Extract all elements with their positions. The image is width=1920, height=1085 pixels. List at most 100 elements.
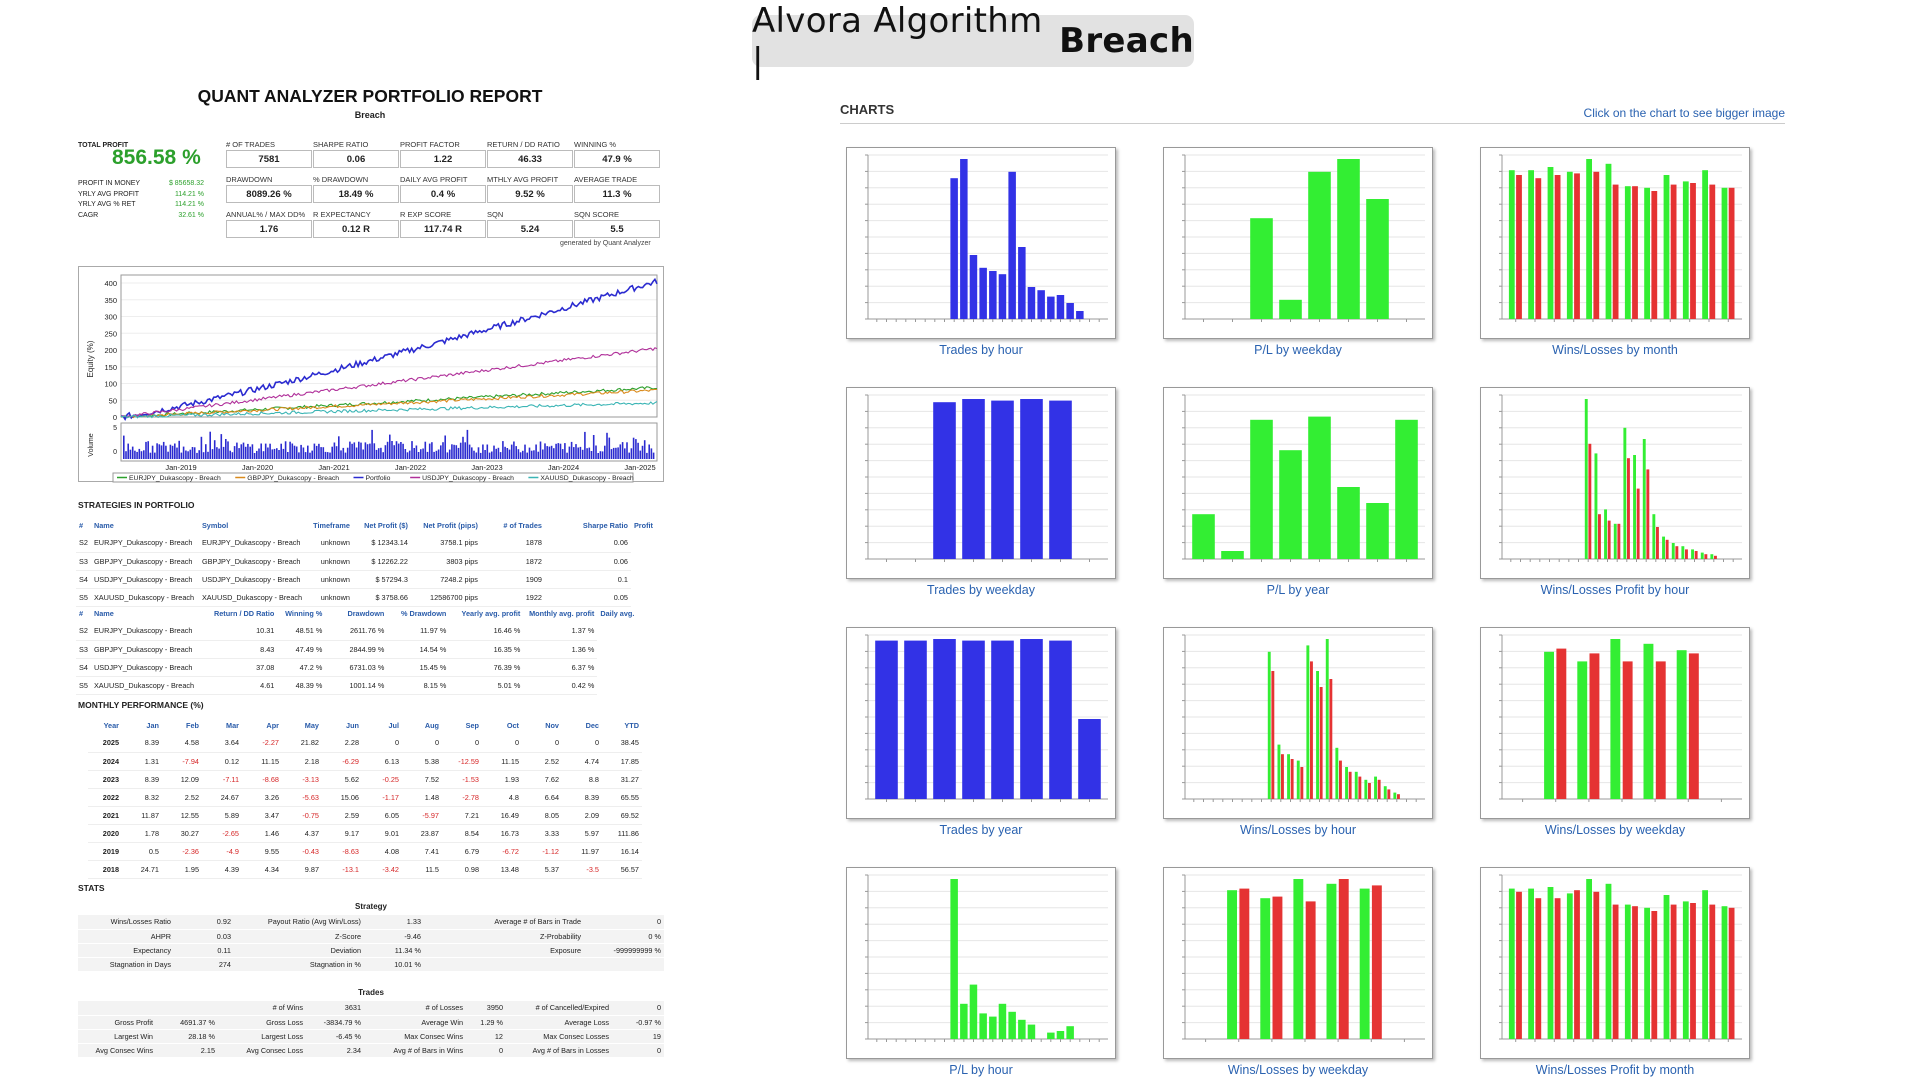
table-cell: unknown — [306, 534, 353, 553]
metric-label: % DRAWDOWN — [313, 175, 369, 184]
chart-caption[interactable]: Wins/Losses by weekday — [1227, 1063, 1369, 1077]
volume-bar — [289, 441, 291, 459]
table-cell: 2.09 — [562, 806, 602, 825]
volume-bar — [637, 442, 639, 459]
mini-bar-loss — [1632, 186, 1638, 319]
mini-bar — [979, 1013, 987, 1039]
left-stat-label: YRLY AVG PROFIT — [78, 190, 140, 198]
table-cell: -5.63 — [282, 788, 322, 807]
metric-box: RETURN / DD RATIO 46.33 — [487, 140, 573, 168]
charts-hint-link[interactable]: Click on the chart to see bigger image — [1583, 106, 1785, 120]
volume-bar — [484, 450, 486, 459]
volume-bar — [247, 443, 249, 459]
mini-bar — [1047, 296, 1055, 319]
equity-chart[interactable]: 400 350 300 250 200 150 100 50 0 Equity (%) Volume… — [78, 266, 664, 483]
table-cell: 9.55 — [242, 842, 282, 861]
chart-caption[interactable]: Wins/Losses by month — [1552, 343, 1678, 357]
table-cell: 4.34 — [242, 860, 282, 879]
metric-label: AVERAGE TRADE — [574, 175, 638, 184]
volume-bar — [451, 444, 453, 459]
mini-bar-loss — [1371, 885, 1382, 1039]
mini-bar-win — [1671, 543, 1675, 559]
volume-bar — [360, 442, 362, 459]
table-cell: 65.55 — [602, 788, 642, 807]
legend-label: EURJPY_Dukascopy - Breach — [129, 475, 221, 482]
metric-value: 7581 — [226, 150, 312, 168]
chart-tile[interactable]: Wins/Losses Profit by hour — [1480, 387, 1750, 605]
portfolio-report: QUANT ANALYZER PORTFOLIO REPORT Breach T… — [0, 80, 680, 1080]
mini-bar-loss — [1709, 904, 1716, 1039]
metric-value: 0.4 % — [400, 185, 486, 203]
mini-bar-loss — [1655, 661, 1666, 799]
table-cell: Wins/Losses Ratio — [78, 915, 174, 930]
chart-tile[interactable]: P/L by year — [1163, 387, 1433, 605]
chart-tile[interactable]: Wins/Losses by hour — [1163, 627, 1433, 845]
chart-tile[interactable]: Wins/Losses by weekday — [1163, 867, 1433, 1085]
table-cell: -2.27 — [242, 734, 282, 753]
mini-bar-win — [1710, 554, 1714, 559]
volume-bar — [167, 451, 169, 459]
charts-divider — [840, 123, 1785, 124]
metric-value: 1.76 — [226, 220, 312, 238]
volume-bar — [553, 448, 555, 459]
chart-caption[interactable]: Wins/Losses Profit by hour — [1540, 583, 1690, 597]
volume-bar — [174, 443, 176, 459]
table-cell: 6.79 — [442, 842, 482, 861]
table-cell — [78, 1001, 156, 1016]
metric-value: 18.49 % — [313, 185, 399, 203]
mini-bar — [1027, 1024, 1036, 1039]
chart-tile[interactable]: P/L by hour — [846, 867, 1116, 1085]
volume-bar — [291, 443, 294, 459]
volume-bar — [455, 445, 458, 459]
chart-caption[interactable]: Trades by weekday — [927, 583, 1035, 597]
table-cell: 16.14 — [602, 842, 642, 861]
mini-bar-win — [1584, 399, 1588, 559]
table-cell: 6.37 % — [523, 658, 598, 677]
chart-tile[interactable]: P/L by weekday — [1163, 147, 1433, 365]
chart-caption[interactable]: Wins/Losses by weekday — [1544, 823, 1686, 837]
volume-bar — [619, 444, 622, 459]
monthly-table: Year Jan Feb Mar Apr May Jun Jul Aug Sep Oct Nov Dec… — [88, 716, 642, 879]
volume-bar — [338, 436, 340, 459]
page-title-light: Alvora Algorithm | — [752, 1, 1043, 81]
chart-tile[interactable]: Trades by weekday — [846, 387, 1116, 605]
metric-box: DRAWDOWN 8089.26 % — [226, 175, 312, 203]
chart-caption[interactable]: P/L by weekday — [1254, 343, 1342, 357]
volume-bar — [147, 441, 149, 459]
mini-bar-loss — [1670, 904, 1677, 1039]
chart-caption[interactable]: Trades by year — [939, 823, 1023, 837]
volume-bar — [151, 445, 154, 459]
table-cell: 28.18 % — [156, 1029, 218, 1044]
chart-tile[interactable]: Wins/Losses Profit by month — [1480, 867, 1750, 1085]
chart-caption[interactable]: P/L by hour — [949, 1063, 1013, 1077]
volume-bar — [207, 451, 209, 459]
volume-bar — [260, 443, 262, 459]
volume-bar — [143, 450, 145, 459]
volume-bar — [524, 444, 526, 459]
chart-tile[interactable]: Wins/Losses by weekday — [1480, 627, 1750, 845]
mini-bar-loss — [1728, 907, 1735, 1039]
volume-bar — [542, 449, 544, 459]
volume-bar — [322, 447, 325, 459]
table-cell: 6731.03 % — [325, 658, 388, 677]
volume-bar — [590, 451, 593, 459]
mini-bar-win — [1287, 754, 1290, 799]
table-cell: 7.21 — [442, 806, 482, 825]
left-stat-label: YRLY AVG % RET — [78, 201, 136, 208]
volume-bar — [539, 441, 542, 459]
table-header-cell: Symbol — [201, 520, 229, 530]
chart-tile[interactable]: Wins/Losses by month — [1480, 147, 1750, 365]
volume-bar — [468, 444, 471, 459]
mini-bar-loss — [1612, 904, 1619, 1039]
chart-caption[interactable]: Trades by hour — [939, 343, 1023, 357]
table-header-row: Year Jan Feb Mar Apr May Jun Jul Aug Sep Oct Nov Dec… — [88, 716, 642, 734]
chart-caption[interactable]: P/L by year — [1266, 583, 1330, 597]
chart-tile[interactable]: Trades by year — [846, 627, 1116, 845]
chart-caption[interactable]: Wins/Losses Profit by month — [1535, 1063, 1695, 1077]
table-cell: 8.32 — [122, 788, 162, 807]
table-cell: # of Cancelled/Expired — [506, 1001, 612, 1016]
table-row: S5 XAUUSD_Dukascopy - Breach 4.61 48.39 % 10… — [76, 676, 637, 695]
volume-bar — [482, 444, 484, 459]
chart-tile[interactable]: Trades by hour — [846, 147, 1116, 365]
chart-caption[interactable]: Wins/Losses by hour — [1239, 823, 1357, 837]
